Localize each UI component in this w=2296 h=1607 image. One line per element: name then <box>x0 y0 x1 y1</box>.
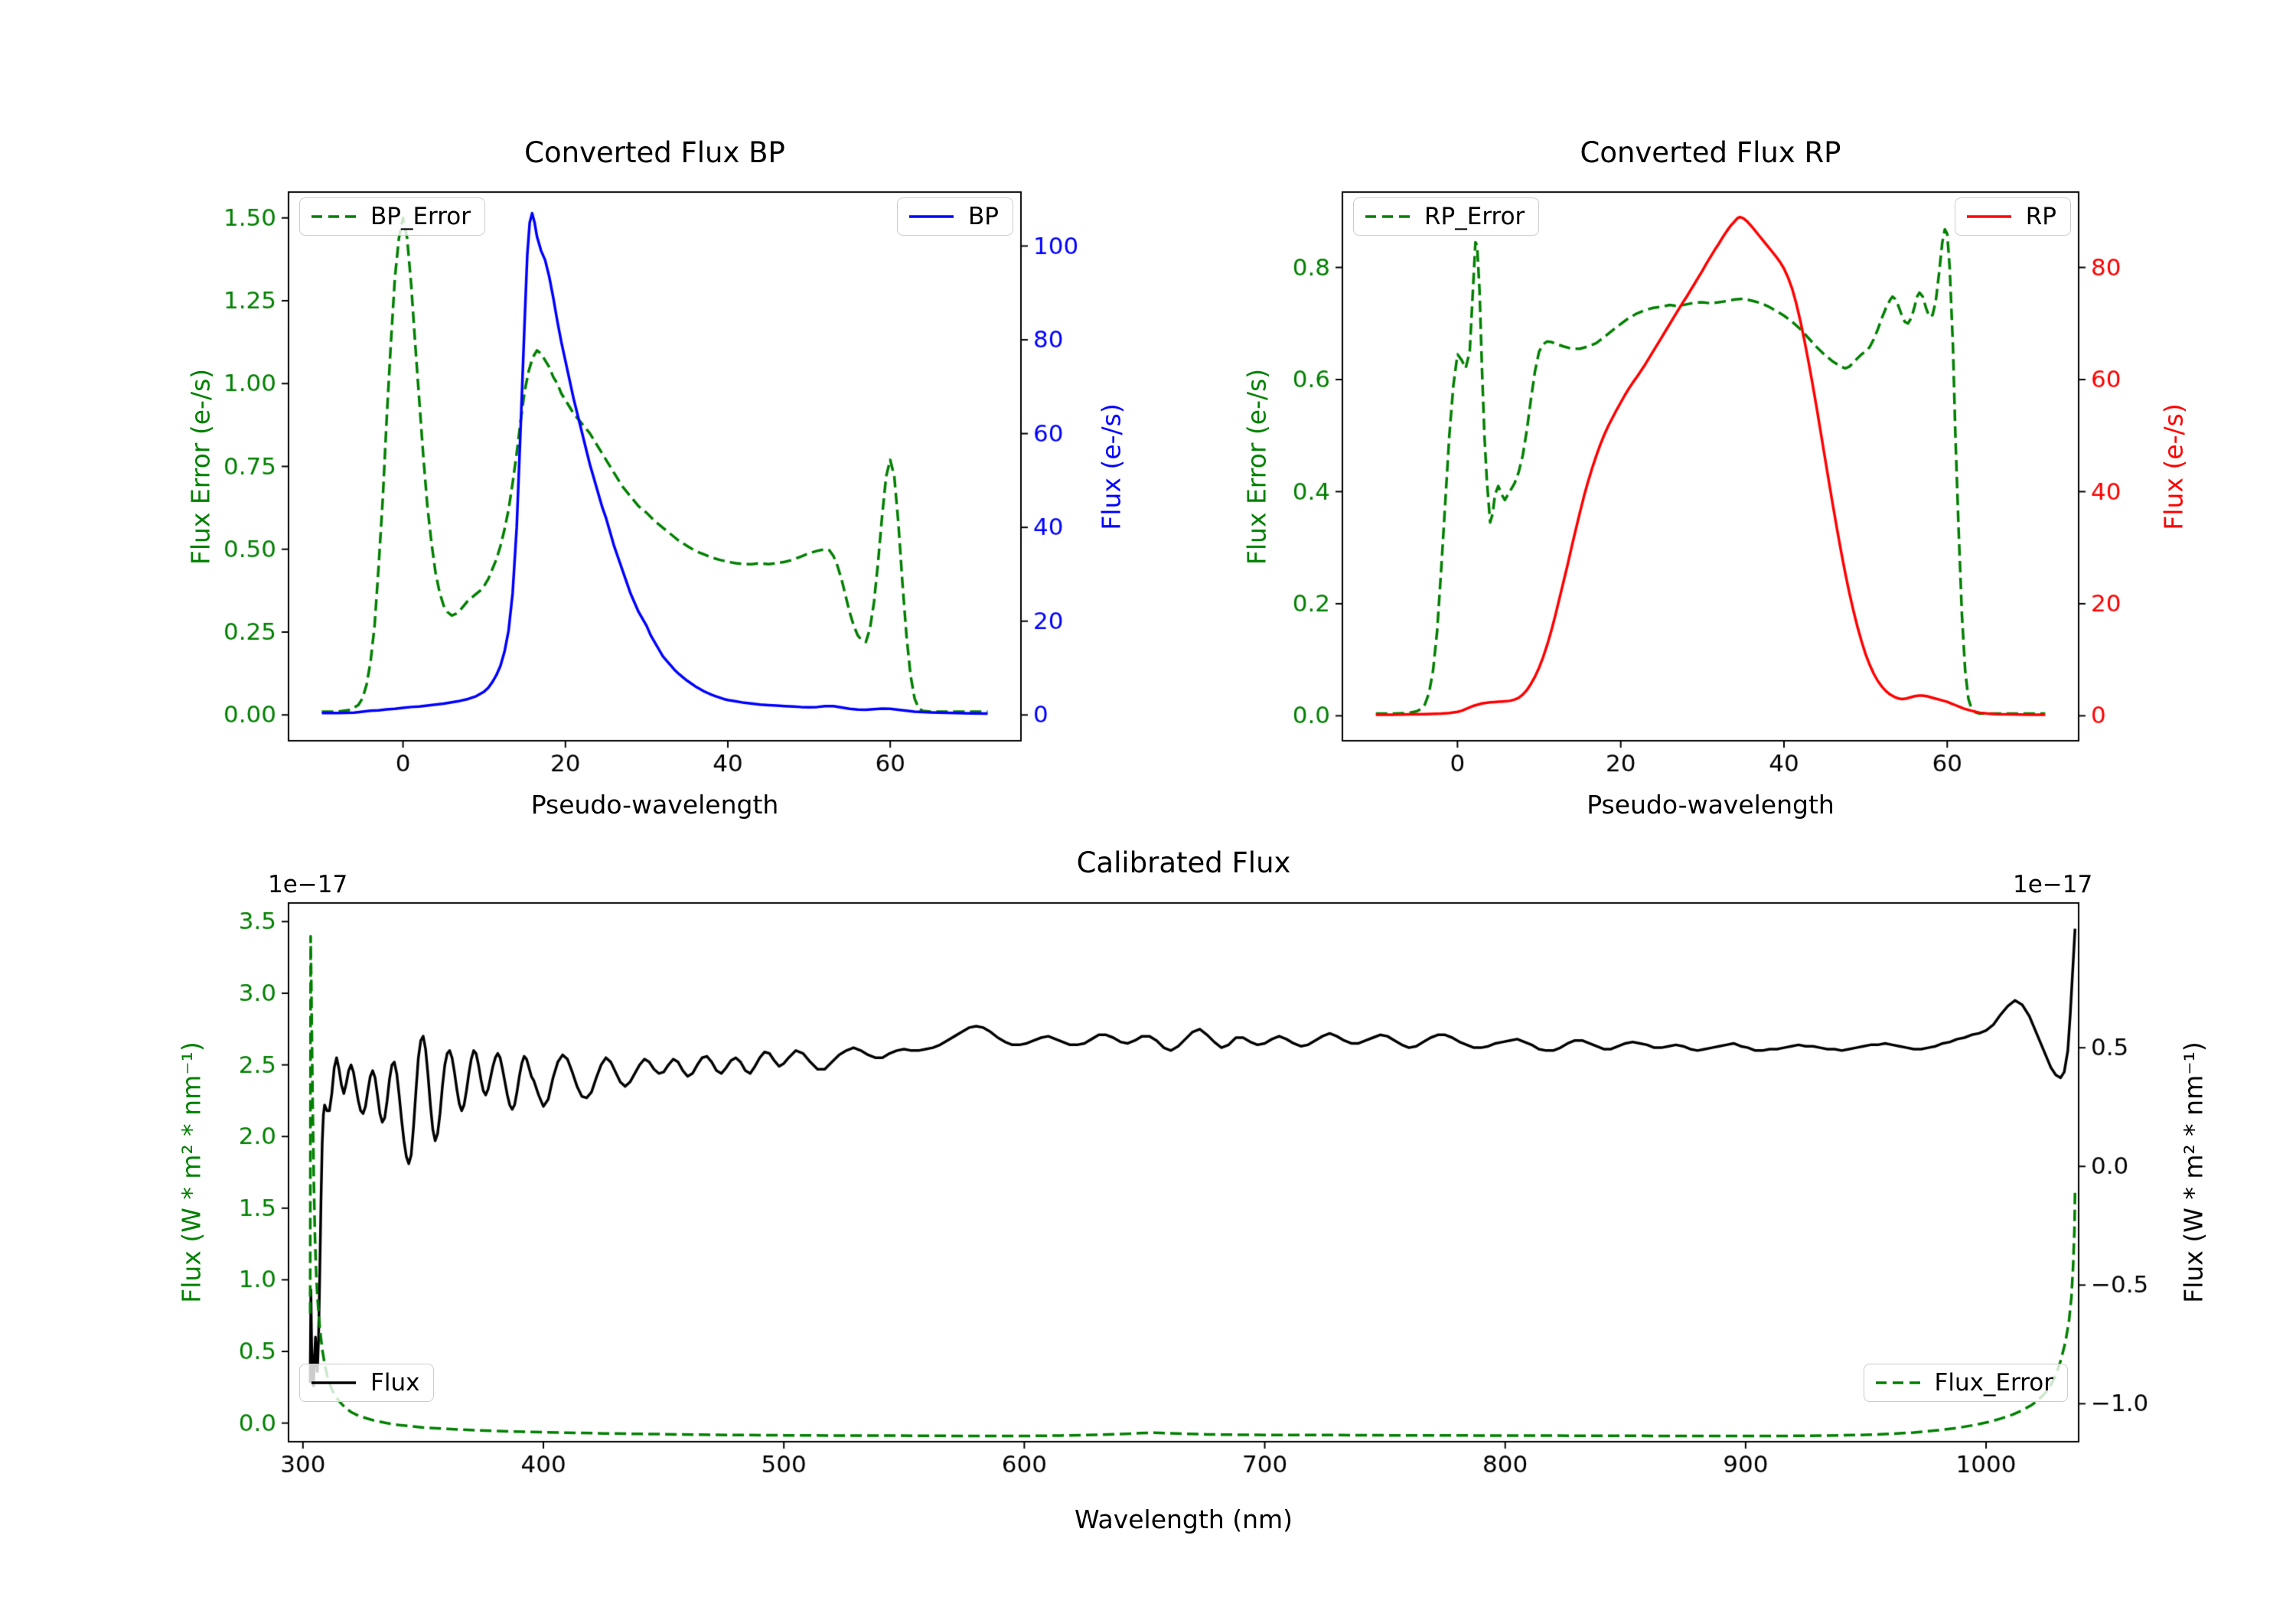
dashed-line-sample-icon <box>311 215 356 218</box>
calibrated-flux-title: Calibrated Flux <box>1076 846 1291 879</box>
legend-label: BP <box>968 203 999 230</box>
left-axis-offset-text: 1e−17 <box>268 871 348 898</box>
legend-label: BP_Error <box>370 203 471 230</box>
legend-label: Flux <box>370 1369 420 1397</box>
rp-left-yaxis-label: Flux Error (e-/s) <box>1241 368 1272 566</box>
solid-line-sample-icon <box>1966 215 2011 218</box>
bp-legend: BP <box>897 197 1013 236</box>
bp-chart-title: Converted Flux BP <box>524 136 785 169</box>
legend-label: Flux_Error <box>1934 1369 2054 1397</box>
dashed-line-sample-icon <box>1365 215 1410 218</box>
bp-xaxis-label: Pseudo-wavelength <box>530 790 779 820</box>
bp-right-yaxis-label: Flux (e-/s) <box>1096 403 1127 530</box>
wavelength-xaxis-label: Wavelength (nm) <box>1074 1504 1293 1534</box>
flux-error-legend: Flux_Error <box>1863 1364 2068 1403</box>
dashed-line-sample-icon <box>1875 1381 1920 1384</box>
rp-chart-title: Converted Flux RP <box>1580 136 1841 169</box>
rp-legend: RP <box>1954 197 2071 236</box>
flux-legend: Flux <box>299 1364 435 1403</box>
rp-right-yaxis-label: Flux (e-/s) <box>2158 403 2189 530</box>
rp-xaxis-label: Pseudo-wavelength <box>1587 790 1835 820</box>
solid-line-sample-icon <box>311 1381 356 1384</box>
flux-right-yaxis-label: Flux (W * m² * nm⁻¹) <box>2178 1041 2209 1303</box>
legend-label: RP_Error <box>1424 203 1525 230</box>
bp-error-legend: BP_Error <box>299 197 486 236</box>
flux-left-yaxis-label: Flux (W * m² * nm⁻¹) <box>176 1041 207 1303</box>
bp-left-yaxis-label: Flux Error (e-/s) <box>185 368 216 566</box>
right-axis-offset-text: 1e−17 <box>2013 871 2093 898</box>
rp-error-legend: RP_Error <box>1353 197 1540 236</box>
solid-line-sample-icon <box>909 215 954 218</box>
legend-label: RP <box>2025 203 2056 230</box>
